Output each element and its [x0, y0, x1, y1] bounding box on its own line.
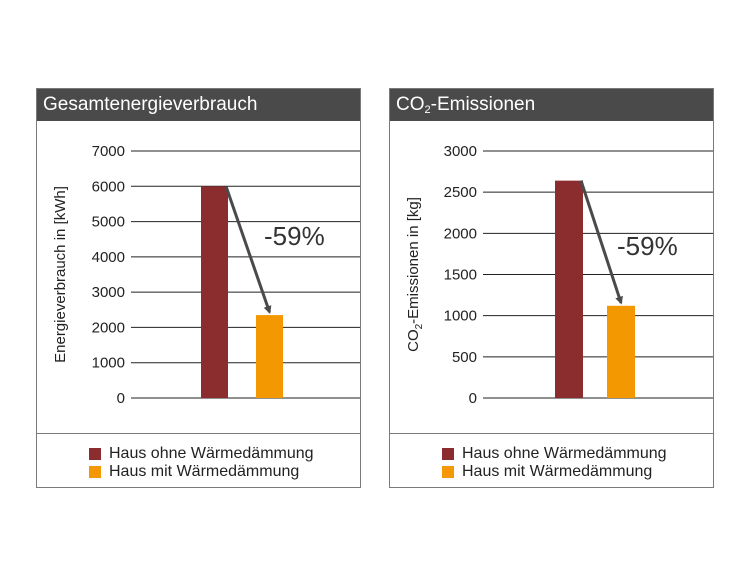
y-tick-label: 0	[117, 390, 125, 407]
y-tick-label: 1500	[444, 267, 477, 284]
y-tick-label: 500	[452, 349, 477, 366]
reduction-arrow	[224, 185, 272, 314]
y-tick-label: 1000	[444, 308, 477, 325]
y-axis-label: CO2-Emissionen in [kg]	[405, 197, 425, 352]
y-tick-label: 2000	[92, 319, 125, 336]
legend-label: Haus ohne Wärmedämmung	[109, 445, 314, 462]
legend-label: Haus mit Wärmedämmung	[109, 463, 300, 480]
y-tick-label: 3000	[444, 143, 477, 160]
y-tick-label: 0	[469, 390, 477, 407]
reduction-annotation: -59%	[617, 231, 678, 261]
y-tick-label: 2000	[444, 225, 477, 242]
y-tick-label: 1000	[92, 355, 125, 372]
bar-without-insulation	[555, 180, 583, 398]
panel-title: CO2-Emissionen	[390, 89, 713, 121]
legend-swatch	[442, 448, 454, 460]
y-tick-label: 7000	[92, 143, 125, 160]
y-tick-label: 6000	[92, 178, 125, 195]
y-tick-label: 3000	[92, 284, 125, 301]
legend-label: Haus mit Wärmedämmung	[462, 463, 653, 480]
co2-bar-chart: 0 500 1000 1500 2000 2500 3000 -59% CO2-Emission…	[405, 143, 713, 407]
chart-legend: Haus ohne Wärmedämmung Haus mit Wärmedäm…	[390, 433, 713, 488]
legend-swatch	[89, 466, 101, 478]
y-axis-label: Energieverbrauch in [kWh]	[52, 186, 69, 363]
panel-title-text: CO	[396, 94, 425, 115]
energy-bar-chart: 0 1000 2000 3000 4000 5000 6000 7000 -59% Energie…	[52, 143, 360, 407]
energy-chart-panel: Gesamtenergieverbrauch 0 1000 2000 3000 4000…	[36, 88, 361, 488]
legend-label: Haus ohne Wärmedämmung	[462, 445, 667, 462]
y-tick-label: 2500	[444, 184, 477, 201]
y-tick-label: 4000	[92, 249, 125, 266]
legend-swatch	[442, 466, 454, 478]
panel-title-rest: -Emissionen	[430, 94, 536, 115]
bar-with-insulation	[607, 305, 635, 398]
chart-legend: Haus ohne Wärmedämmung Haus mit Wärmedäm…	[37, 433, 360, 488]
reduction-arrow	[579, 180, 623, 305]
co2-chart-panel: CO2-Emissionen 0 500 1000 1500 2000 2500 3000 -…	[389, 88, 714, 488]
panel-title-text: Gesamtenergieverbrauch	[43, 94, 258, 115]
bar-with-insulation	[256, 315, 283, 398]
panel-title-subscript: 2	[424, 104, 431, 116]
bar-without-insulation	[201, 186, 228, 398]
legend-swatch	[89, 448, 101, 460]
reduction-annotation: -59%	[264, 221, 325, 251]
y-tick-label: 5000	[92, 214, 125, 231]
panel-title: Gesamtenergieverbrauch	[37, 89, 360, 121]
